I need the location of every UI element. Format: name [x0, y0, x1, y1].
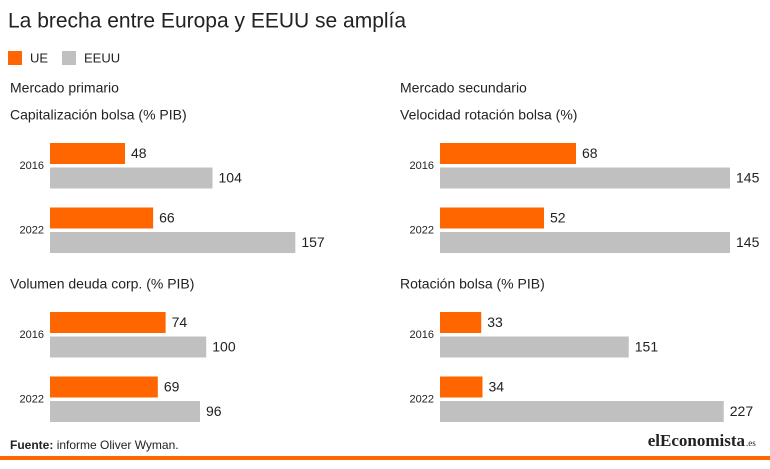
bar [440, 207, 544, 229]
legend-swatch [62, 51, 76, 65]
value-label: 69 [164, 379, 180, 395]
panel-title: Rotación bolsa (% PIB) [400, 276, 545, 292]
panel-title: Capitalización bolsa (% PIB) [10, 107, 187, 123]
value-label: 227 [730, 403, 754, 419]
bar [50, 143, 125, 164]
source-label: Fuente: [10, 438, 53, 452]
y-tick-label: 2016 [410, 329, 434, 341]
bar [50, 312, 166, 333]
value-label: 48 [131, 145, 147, 161]
bar [440, 232, 730, 253]
y-tick-label: 2016 [20, 160, 44, 172]
bar [440, 167, 730, 189]
legend-swatch [8, 51, 22, 65]
y-tick-label: 2016 [410, 160, 434, 172]
legend-label: EEUU [84, 50, 120, 65]
value-label: 157 [301, 234, 325, 250]
bar [50, 336, 207, 358]
value-label: 66 [159, 210, 175, 226]
bar [50, 401, 200, 422]
y-tick-label: 2022 [20, 224, 44, 236]
panel-title: Velocidad rotación bolsa (%) [400, 107, 577, 123]
bar [440, 336, 629, 358]
section-title: Mercado secundario [400, 80, 527, 96]
bar [50, 376, 158, 398]
bar [440, 376, 483, 398]
bar [440, 312, 482, 333]
value-label: 96 [206, 403, 222, 419]
section-title: Mercado primario [10, 80, 119, 96]
y-tick-label: 2022 [410, 224, 434, 236]
value-label: 145 [736, 234, 760, 250]
bottom-rule [0, 456, 770, 460]
value-label: 74 [172, 314, 188, 330]
value-label: 52 [550, 210, 566, 226]
bar [50, 207, 154, 229]
source-text: informe Oliver Wyman. [57, 438, 179, 452]
value-label: 33 [487, 314, 503, 330]
value-label: 151 [635, 339, 659, 355]
value-label: 68 [582, 145, 598, 161]
logo-suffix: .es [746, 438, 756, 448]
bar [440, 143, 576, 164]
title: La brecha entre Europa y EEUU se amplía [8, 10, 406, 33]
value-label: 104 [219, 170, 243, 186]
value-label: 100 [212, 339, 236, 355]
y-tick-label: 2016 [20, 329, 44, 341]
value-label: 145 [736, 170, 760, 186]
bar [440, 401, 724, 422]
bar [50, 167, 213, 189]
panel-title: Volumen deuda corp. (% PIB) [10, 276, 194, 292]
value-label: 34 [489, 379, 505, 395]
y-tick-label: 2022 [410, 393, 434, 405]
y-tick-label: 2022 [20, 393, 44, 405]
bar [50, 232, 296, 253]
legend-label: UE [30, 50, 48, 65]
source: Fuente: informe Oliver Wyman. [10, 438, 179, 452]
logo: elEconomista [648, 431, 746, 450]
